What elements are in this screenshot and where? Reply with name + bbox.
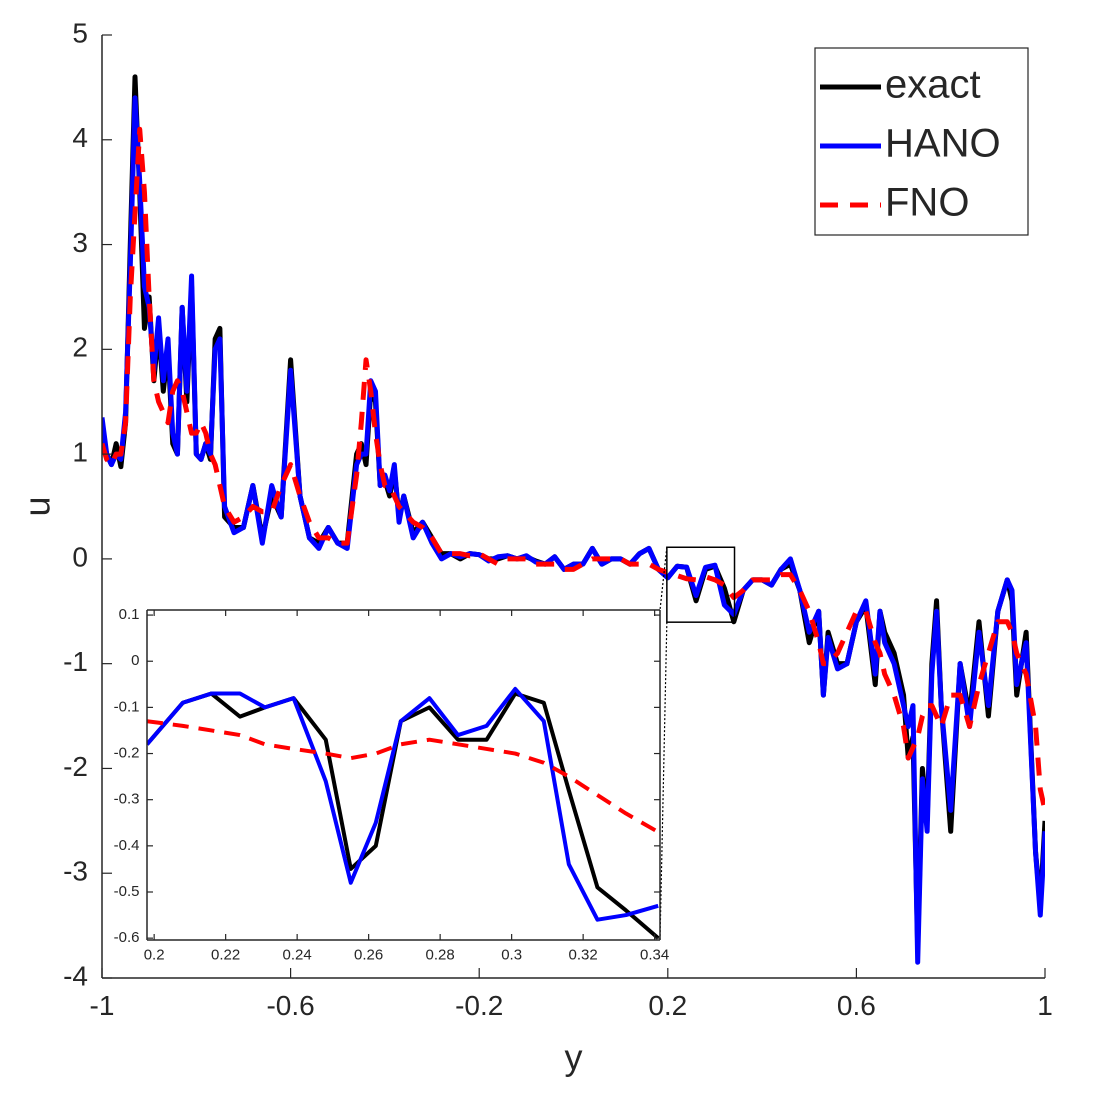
y-tick-label: -0.1 (114, 698, 140, 715)
y-tick-label: 4 (72, 122, 88, 153)
x-tick-label: 0.3 (501, 947, 522, 964)
series-line (147, 686, 659, 922)
axes: 0.2 0.22 0.24 0.26 0.28 0.3 0.32 0.34 -0.6 -0.5 -0… (114, 606, 670, 964)
y-tick-label: 1 (72, 437, 88, 468)
y-tick-label: 5 (72, 17, 88, 48)
x-tick-label: 0.26 (354, 947, 383, 964)
x-tick-label: 0.28 (426, 947, 455, 964)
y-tick-label: -0.3 (114, 791, 140, 808)
x-tick-label: -1 (90, 990, 115, 1021)
x-tick-label: 1 (1037, 990, 1053, 1021)
y-tick-label: -0.6 (114, 929, 140, 946)
x-tick-label: 0.32 (569, 947, 598, 964)
legend: exact HANO FNO (814, 47, 1029, 236)
x-axis-label: y (565, 1037, 583, 1078)
y-tick-label: -0.4 (114, 837, 140, 854)
y-tick-label: -0.2 (114, 745, 140, 762)
y-axis-label: u (17, 496, 58, 516)
zoom-box (666, 546, 736, 623)
y-tick-label: -4 (63, 960, 88, 991)
y-tick-label: 3 (72, 227, 88, 258)
zoom-connector (659, 622, 668, 941)
x-tick-label: 0.2 (144, 947, 165, 964)
series-line (147, 719, 660, 834)
y-tick-label: 2 (72, 332, 88, 363)
y-tick-label: -0.5 (114, 883, 140, 900)
x-tick-label: 0.6 (837, 990, 876, 1021)
y-tick-label: 0 (131, 652, 139, 669)
axes-background (147, 610, 660, 940)
y-tick-label: 0.1 (119, 606, 140, 623)
x-tick-label: 0.34 (640, 947, 669, 964)
x-tick-label: 0.2 (648, 990, 687, 1021)
x-tick-label: -0.2 (455, 990, 503, 1021)
plot-area (147, 686, 660, 940)
axes: -1 -0.6 -0.2 0.2 0.6 1 -4 -3 -2 -1 0 1 2 3 4 5 y u exact HA… (17, 17, 1053, 1077)
legend-label: FNO (885, 181, 969, 225)
x-tick-label: 0.24 (283, 947, 312, 964)
series-line (102, 95, 1045, 965)
legend-label: exact (885, 63, 981, 107)
plot-area (102, 74, 1045, 965)
legend-label: HANO (885, 122, 1001, 166)
x-tick-label: -0.6 (266, 990, 314, 1021)
y-tick-label: -1 (63, 646, 88, 677)
y-tick-label: -3 (63, 856, 88, 887)
y-tick-label: 0 (72, 541, 88, 572)
y-tick-label: -2 (63, 751, 88, 782)
zoom-connector (659, 547, 668, 611)
x-tick-label: 0.22 (211, 947, 240, 964)
series-line (102, 126, 1045, 811)
